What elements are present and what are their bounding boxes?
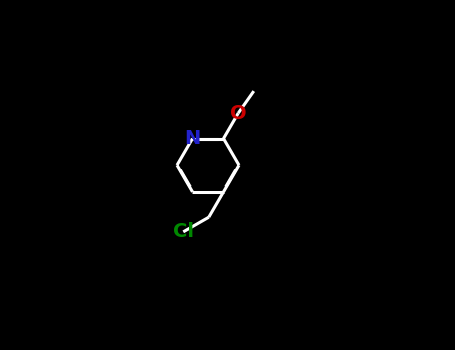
Text: O: O <box>230 104 247 123</box>
Text: N: N <box>184 129 201 148</box>
Text: Cl: Cl <box>173 222 194 241</box>
